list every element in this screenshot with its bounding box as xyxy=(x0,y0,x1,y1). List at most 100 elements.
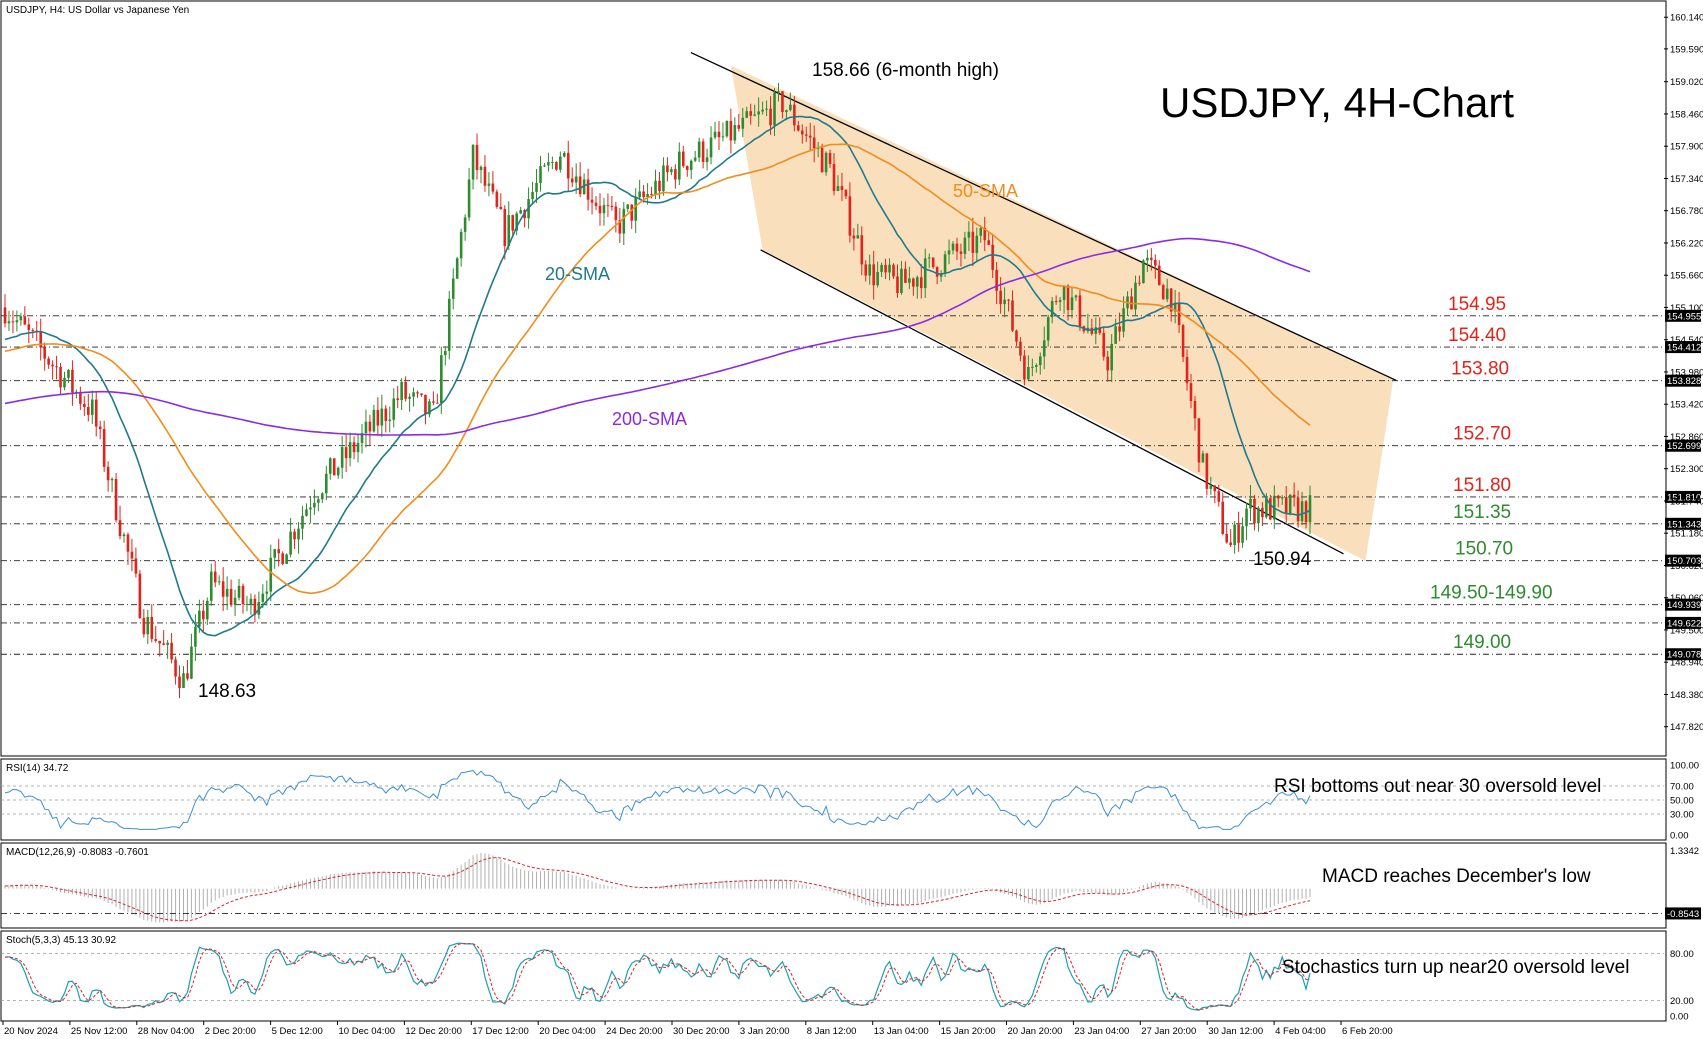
candle-body xyxy=(781,91,784,113)
candle-body xyxy=(198,610,201,627)
candle-body xyxy=(1217,491,1221,502)
candle xyxy=(1062,285,1066,314)
candle-body xyxy=(1276,495,1280,499)
candle-body xyxy=(364,421,368,434)
candle-body xyxy=(190,646,193,679)
candle-body xyxy=(1023,355,1026,380)
candle xyxy=(253,594,257,623)
candle xyxy=(793,95,796,132)
candle-body xyxy=(102,429,106,467)
candle-body xyxy=(487,183,491,186)
candle xyxy=(757,97,760,127)
candle-body xyxy=(511,215,515,231)
candle-body xyxy=(971,231,975,253)
candle xyxy=(1280,495,1284,505)
candle-body xyxy=(586,179,590,200)
level-axis-tag: 149.622 xyxy=(1665,616,1701,629)
candle xyxy=(491,171,495,195)
candle-body xyxy=(376,409,380,426)
candle xyxy=(1276,494,1280,508)
candle xyxy=(939,270,943,282)
candle xyxy=(820,143,824,173)
chart-title: USDJPY, 4H-Chart xyxy=(1160,79,1514,126)
candle-body xyxy=(261,593,265,602)
candle-body xyxy=(451,278,455,299)
time-tick-label: 6 Feb 20:00 xyxy=(1342,1026,1393,1037)
candle xyxy=(328,457,332,480)
level-axis-box xyxy=(1665,554,1701,567)
candle xyxy=(923,248,927,298)
candle-body xyxy=(186,673,189,679)
candle-body xyxy=(162,643,165,645)
candle xyxy=(693,150,697,163)
candle-body xyxy=(3,307,7,324)
price-tick-label: 159.020 xyxy=(1670,77,1703,88)
candle xyxy=(1035,363,1038,373)
candle-body xyxy=(765,108,768,110)
candle-body xyxy=(344,447,348,459)
price-tick-label: 158.460 xyxy=(1670,109,1703,120)
candle xyxy=(507,201,511,250)
candle-body xyxy=(904,268,907,283)
time-tick-label: 23 Jan 04:00 xyxy=(1074,1026,1129,1037)
candle-body xyxy=(241,585,245,604)
candle xyxy=(1050,297,1054,324)
candle xyxy=(213,561,217,588)
candle-body xyxy=(939,273,943,277)
candle xyxy=(146,609,150,645)
candle-body xyxy=(975,235,979,253)
candle xyxy=(459,228,463,267)
candle xyxy=(241,583,245,614)
candle-body xyxy=(606,205,610,207)
candle-body xyxy=(420,393,423,395)
candle-body xyxy=(570,178,574,183)
candle xyxy=(646,183,649,205)
candle xyxy=(233,589,237,617)
candle xyxy=(999,277,1002,314)
candle xyxy=(404,376,407,402)
candle xyxy=(376,397,380,436)
candle-body xyxy=(943,254,947,274)
candle-body xyxy=(761,109,764,112)
candle-body xyxy=(777,91,780,93)
candle xyxy=(979,225,983,243)
price-tick-label: 157.340 xyxy=(1670,174,1703,185)
candle-body xyxy=(1046,317,1050,341)
candle xyxy=(586,168,590,211)
candle-body xyxy=(1308,495,1312,523)
candle-body xyxy=(360,433,364,443)
candle-body xyxy=(388,419,392,421)
level-axis-value: 149.939 xyxy=(1667,600,1701,611)
candle xyxy=(935,266,939,285)
price-tick-label: 156.220 xyxy=(1670,238,1703,249)
rsi-tick-label: 70.00 xyxy=(1670,782,1694,793)
candle xyxy=(1078,290,1082,331)
candle-body xyxy=(666,165,669,173)
candle xyxy=(162,630,165,646)
candle-body xyxy=(1142,260,1145,284)
candle-body xyxy=(749,111,753,116)
candle-body xyxy=(1003,299,1006,305)
candle xyxy=(804,126,808,142)
candle-body xyxy=(455,258,459,279)
price-tick-label: 155.100 xyxy=(1670,303,1703,314)
candle xyxy=(709,126,713,165)
candle xyxy=(884,258,887,280)
price-axis: 160.140 159.590 159.020 158.460 157.900 157.3… xyxy=(1664,13,1703,733)
candle-body xyxy=(959,251,963,254)
candle xyxy=(1138,275,1141,286)
level-label: 149.00 xyxy=(1453,632,1511,653)
candle-body xyxy=(209,571,213,601)
candle xyxy=(1070,287,1074,319)
candle-body xyxy=(1197,418,1201,463)
candle-body xyxy=(1070,297,1074,310)
candle xyxy=(678,142,681,186)
level-axis-value: 150.703 xyxy=(1667,556,1701,567)
candle xyxy=(908,266,911,290)
candle-body xyxy=(1161,285,1165,300)
candle-body xyxy=(447,298,451,351)
candle-body xyxy=(574,176,578,183)
candle-body xyxy=(1050,301,1054,318)
time-tick-label: 8 Jan 12:00 xyxy=(807,1026,857,1037)
candle xyxy=(634,188,637,233)
